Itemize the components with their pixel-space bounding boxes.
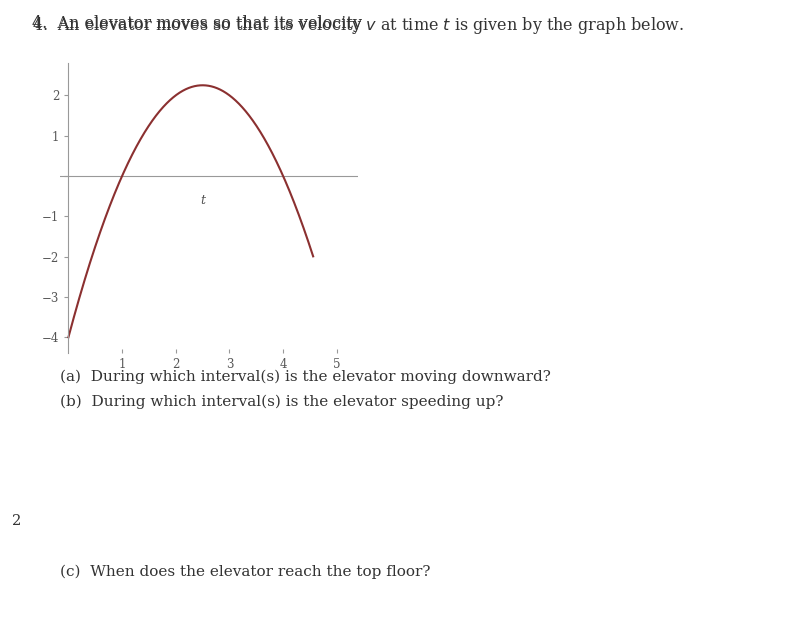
Text: t: t	[200, 194, 205, 207]
Text: (c)  When does the elevator reach the top floor?: (c) When does the elevator reach the top…	[60, 565, 431, 579]
Text: 4.  An elevator moves so that its velocity: 4. An elevator moves so that its velocit…	[32, 15, 367, 32]
Text: (a)  During which interval(s) is the elevator moving downward?: (a) During which interval(s) is the elev…	[60, 369, 551, 384]
Text: 4.  An elevator moves so that its velocity $v$ at time $t$ is given by the graph: 4. An elevator moves so that its velocit…	[32, 15, 684, 36]
Text: 2: 2	[12, 514, 21, 528]
Text: (b)  During which interval(s) is the elevator speeding up?: (b) During which interval(s) is the elev…	[60, 394, 504, 409]
